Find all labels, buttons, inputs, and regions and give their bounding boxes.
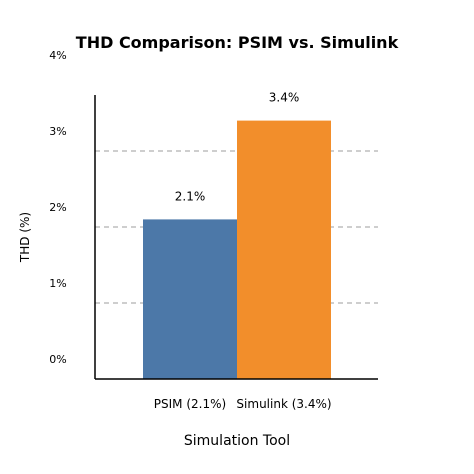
y-tick-labels: 0% 1% 2% 3% 4% xyxy=(49,49,66,366)
bar-simulink xyxy=(237,120,331,379)
x-tick-labels: PSIM (2.1%) Simulink (3.4%) xyxy=(154,397,332,411)
y-tick-1: 1% xyxy=(49,277,66,290)
x-axis-title: Simulation Tool xyxy=(184,433,290,449)
chart-title: THD Comparison: PSIM vs. Simulink xyxy=(76,33,399,52)
bars xyxy=(143,120,331,379)
y-tick-0: 0% xyxy=(49,353,66,366)
y-tick-4: 4% xyxy=(49,49,66,62)
data-labels: 2.1% 3.4% xyxy=(175,91,300,204)
data-label-psim: 2.1% xyxy=(175,189,206,203)
y-tick-3: 3% xyxy=(49,125,66,138)
x-tick-simulink: Simulink (3.4%) xyxy=(236,397,331,411)
x-tick-psim: PSIM (2.1%) xyxy=(154,397,226,411)
y-axis-title: THD (%) xyxy=(18,212,32,263)
data-label-simulink: 3.4% xyxy=(269,91,300,105)
bar-psim xyxy=(143,219,237,379)
y-tick-2: 2% xyxy=(49,201,66,214)
